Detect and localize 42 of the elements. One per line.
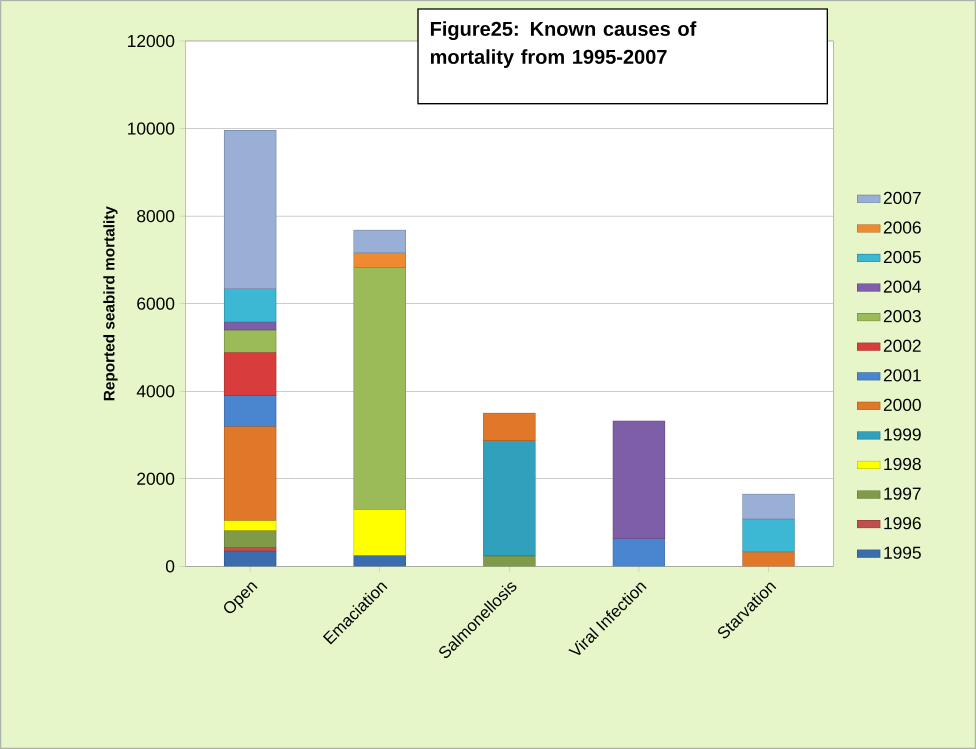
bar (224, 530, 276, 548)
bar (224, 550, 276, 566)
legend-label: 1995 (884, 546, 921, 559)
y-tick-label: 0 (166, 560, 174, 572)
y-tick-label: 8000 (137, 210, 174, 222)
legend-label: 1999 (884, 428, 921, 441)
legend-label: 1996 (884, 517, 921, 530)
legend-label: 2002 (884, 340, 921, 352)
bar (224, 426, 276, 521)
bar (354, 267, 406, 510)
y-tick-label: 12000 (128, 34, 174, 48)
bar (224, 330, 276, 353)
bar (224, 352, 276, 396)
legend-label: 1997 (884, 487, 921, 500)
bar (224, 288, 276, 322)
legend-label: 2007 (884, 192, 921, 204)
legend-label: 2000 (884, 398, 921, 412)
legend-label: 2005 (884, 250, 921, 264)
bar (354, 555, 406, 566)
legend-label: 2003 (884, 310, 921, 322)
bar (354, 252, 406, 268)
chart-title: Figure25: Known causes of mortality from 1995-2007 (430, 21, 696, 68)
bar (224, 395, 276, 426)
bar (742, 518, 795, 552)
y-tick-label: 6000 (137, 298, 174, 310)
bar (224, 520, 276, 531)
y-tick-label: 4000 (136, 385, 174, 398)
bar (742, 494, 795, 520)
y-axis-title: Reported seabird mortality (103, 206, 118, 400)
y-tick-label: 10000 (128, 122, 174, 135)
bar (612, 420, 666, 540)
bar (354, 509, 406, 556)
legend-label: 1998 (884, 458, 921, 470)
legend-label: 2004 (884, 280, 922, 293)
bar (742, 552, 795, 566)
legend-label: 2001 (884, 369, 921, 382)
legend-label: 2006 (884, 221, 921, 234)
bar (483, 440, 536, 556)
bar (224, 130, 276, 290)
bar (483, 412, 536, 441)
y-tick-label: 2000 (137, 472, 174, 485)
bar (354, 230, 406, 254)
